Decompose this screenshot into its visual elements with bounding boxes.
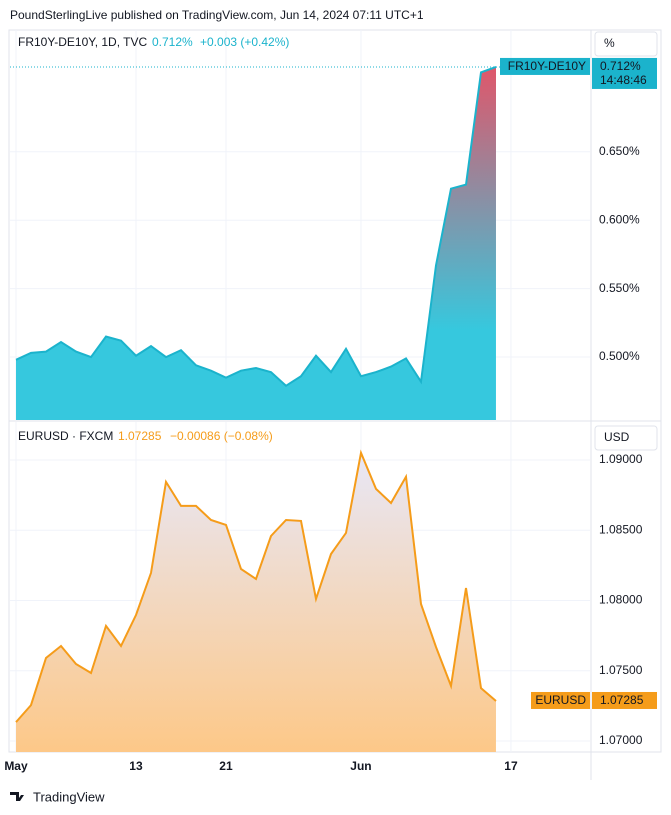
last-price-box bbox=[592, 57, 657, 89]
y-tick-label: 1.08000 bbox=[599, 593, 643, 607]
plot-area bbox=[10, 30, 590, 420]
countdown: 14:48:46 bbox=[600, 73, 647, 87]
legend-change: −0.00086 (−0.08%) bbox=[170, 429, 273, 443]
unit-label: USD bbox=[604, 430, 630, 444]
area bbox=[15, 452, 497, 752]
y-tick-label: 0.600% bbox=[599, 212, 640, 226]
last-price-label: 1.07285 bbox=[600, 693, 644, 707]
x-tick-label: 17 bbox=[504, 759, 518, 773]
y-tick-label: 1.08500 bbox=[599, 522, 643, 536]
plot-area bbox=[10, 422, 590, 752]
series-tag-label: EURUSD bbox=[535, 693, 586, 707]
footer-brand: TradingView bbox=[33, 789, 105, 804]
line bbox=[15, 449, 497, 723]
line bbox=[15, 65, 497, 388]
unit-label: % bbox=[604, 36, 615, 50]
series-tag-label: FR10Y-DE10Y bbox=[508, 59, 586, 73]
y-tick-label: 0.550% bbox=[599, 281, 640, 295]
y-tick-label: 1.09000 bbox=[599, 452, 643, 466]
attribution: PoundSterlingLive published on TradingVi… bbox=[10, 8, 424, 22]
legend-value: 1.07285 bbox=[118, 429, 162, 443]
x-tick-label: 21 bbox=[219, 759, 233, 773]
y-tick-label: 1.07000 bbox=[599, 733, 643, 747]
last-price-label: 0.712% bbox=[600, 59, 641, 73]
series-tag bbox=[531, 691, 590, 709]
legend-title: FR10Y-DE10Y, 1D, TVC bbox=[18, 35, 148, 49]
unit-button[interactable] bbox=[594, 31, 658, 57]
last-price-box bbox=[592, 691, 657, 709]
y-tick-label: 1.07500 bbox=[599, 663, 643, 677]
logo bbox=[10, 792, 24, 801]
legend-title: EURUSD · FXCM bbox=[18, 429, 113, 443]
x-tick-label: 13 bbox=[129, 759, 143, 773]
x-tick-label: May bbox=[4, 759, 28, 773]
y-tick-label: 0.650% bbox=[599, 144, 640, 158]
y-tick-label: 0.500% bbox=[599, 349, 640, 363]
legend-value: 0.712% bbox=[152, 35, 193, 49]
unit-button[interactable] bbox=[594, 425, 658, 451]
area bbox=[15, 66, 496, 420]
legend-change: +0.003 (+0.42%) bbox=[200, 35, 289, 49]
x-tick-label: Jun bbox=[350, 759, 371, 773]
series-tag bbox=[500, 57, 590, 75]
